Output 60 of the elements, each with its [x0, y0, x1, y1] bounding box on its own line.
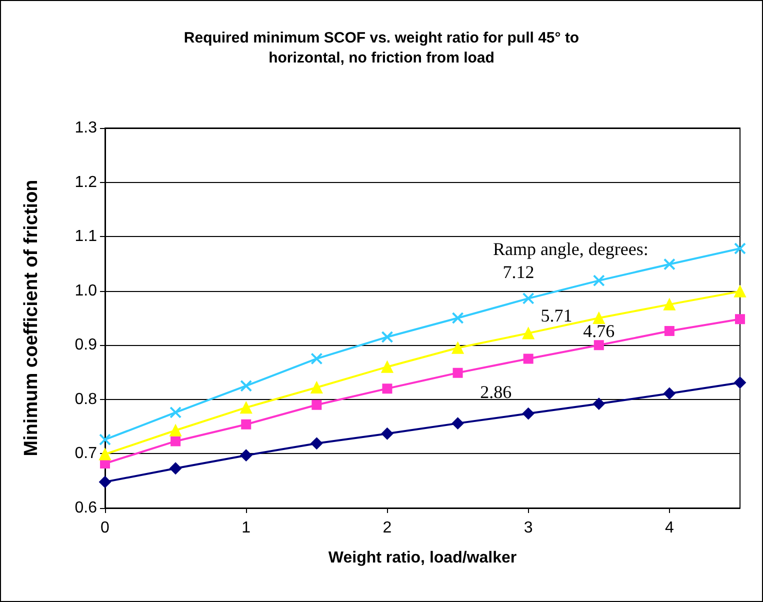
point — [382, 384, 392, 394]
y-tick-label: 1.0 — [74, 282, 98, 300]
point — [170, 436, 181, 446]
point — [240, 380, 252, 392]
point — [734, 242, 746, 255]
point — [452, 368, 463, 378]
series-label: 2.86 — [480, 382, 512, 402]
point — [522, 408, 534, 420]
y-tick-label: 1.1 — [74, 228, 98, 246]
annotation: Ramp angle, degrees: — [492, 239, 648, 260]
x-tick-label: 4 — [664, 520, 674, 536]
x-tick-label: 0 — [100, 520, 110, 536]
point — [734, 285, 746, 298]
y-tick-label: 0.6 — [74, 500, 98, 516]
point — [381, 428, 394, 440]
point — [594, 340, 604, 350]
chart-title: Required minimum SCOF vs. weight ratio for pull 45° to horizontal, no friction from load — [184, 30, 580, 66]
point — [170, 424, 182, 436]
point — [592, 398, 605, 410]
point — [241, 419, 252, 430]
y-tick-label: 1.3 — [74, 120, 98, 136]
x-tick-label: 2 — [382, 520, 392, 536]
point — [310, 381, 323, 394]
point — [452, 312, 464, 324]
point — [99, 448, 111, 460]
point — [452, 417, 464, 430]
point — [592, 312, 605, 324]
y-axis-title: Minimum coefficient of friction — [21, 180, 42, 456]
point — [381, 331, 394, 343]
point — [310, 352, 323, 365]
point — [734, 376, 746, 389]
point — [663, 258, 676, 270]
point — [522, 327, 534, 340]
point — [663, 298, 676, 310]
point — [522, 292, 534, 304]
point — [170, 406, 182, 418]
point — [240, 402, 252, 414]
x-tick-label: 1 — [242, 520, 251, 536]
point — [240, 449, 252, 462]
x-tick-label: 3 — [524, 520, 533, 536]
point — [664, 326, 674, 336]
point — [592, 274, 605, 287]
point — [99, 476, 111, 488]
y-tick-label: 0.8 — [74, 390, 98, 408]
point — [99, 434, 111, 446]
x-axis-title: Weight ratio, load/walker — [328, 550, 517, 566]
y-tick-label: 1.2 — [74, 174, 98, 191]
series-label: 4.76 — [583, 321, 615, 342]
point — [312, 400, 322, 410]
point — [735, 314, 745, 324]
point — [170, 462, 182, 474]
point — [310, 437, 323, 450]
point — [663, 387, 676, 400]
y-tick-label: 0.7 — [74, 445, 98, 462]
point — [452, 342, 464, 354]
point — [523, 354, 534, 364]
point — [381, 360, 394, 373]
series-label: 5.71 — [540, 305, 572, 326]
y-tick-label: 0.9 — [74, 336, 98, 354]
series-label: 7.12 — [502, 262, 534, 282]
